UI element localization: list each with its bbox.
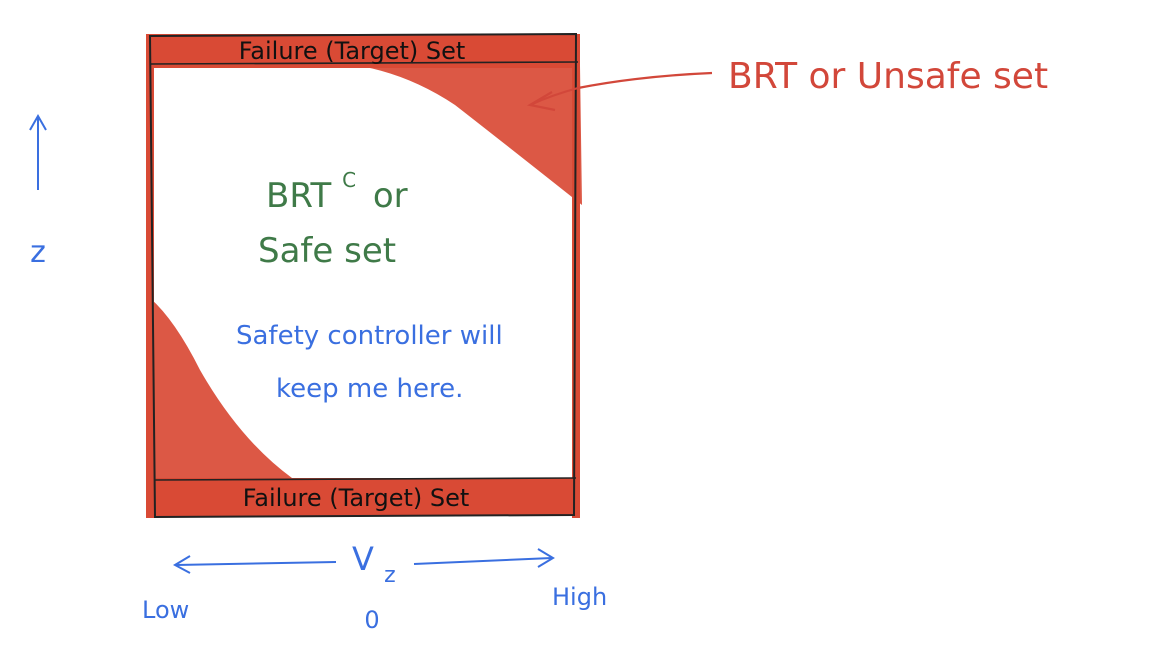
- bottom-failure-label: Failure (Target) Set: [243, 484, 470, 512]
- brt-text: BRT: [266, 176, 331, 216]
- upper-unsafe-region: [360, 66, 582, 205]
- x-high-label: High: [552, 583, 607, 611]
- x-axis-left-arrow-shaft: [175, 561, 337, 566]
- state-space-outline: [148, 32, 578, 519]
- controller-note-line1: Safety controller will: [236, 321, 503, 351]
- x-axis-label: V z: [352, 540, 396, 588]
- top-band-divider: [149, 61, 579, 65]
- x-axis-left-arrow-head: [172, 555, 191, 574]
- bottom-failure-band: [152, 478, 578, 516]
- controller-note-line2: keep me here.: [276, 374, 463, 404]
- y-axis-arrow-head: [29, 113, 47, 131]
- left-red-edge: [146, 34, 154, 518]
- y-axis-label: z: [30, 235, 46, 270]
- top-failure-label: Failure (Target) Set: [239, 37, 466, 65]
- x-axis-label-v: V: [352, 540, 374, 578]
- x-axis-right-arrow-head: [537, 548, 555, 568]
- complement-superscript: C: [342, 168, 356, 192]
- x-axis-label-subscript: z: [384, 563, 396, 588]
- safe-set-label-line1: BRT C or: [266, 156, 408, 216]
- or-text: or: [373, 176, 408, 216]
- unsafe-annotation-arrow: [529, 71, 713, 107]
- right-red-edge: [572, 34, 580, 518]
- bottom-band-divider: [154, 477, 577, 481]
- unsafe-set-label: BRT or Unsafe set: [728, 56, 1048, 97]
- lower-unsafe-region: [150, 298, 292, 478]
- x-axis-right-arrow-shaft: [413, 557, 553, 565]
- unsafe-arrow-head: [526, 91, 556, 112]
- x-zero-label: 0: [364, 606, 379, 634]
- safe-set-label-line2: Safe set: [258, 231, 396, 271]
- x-low-label: Low: [142, 596, 189, 624]
